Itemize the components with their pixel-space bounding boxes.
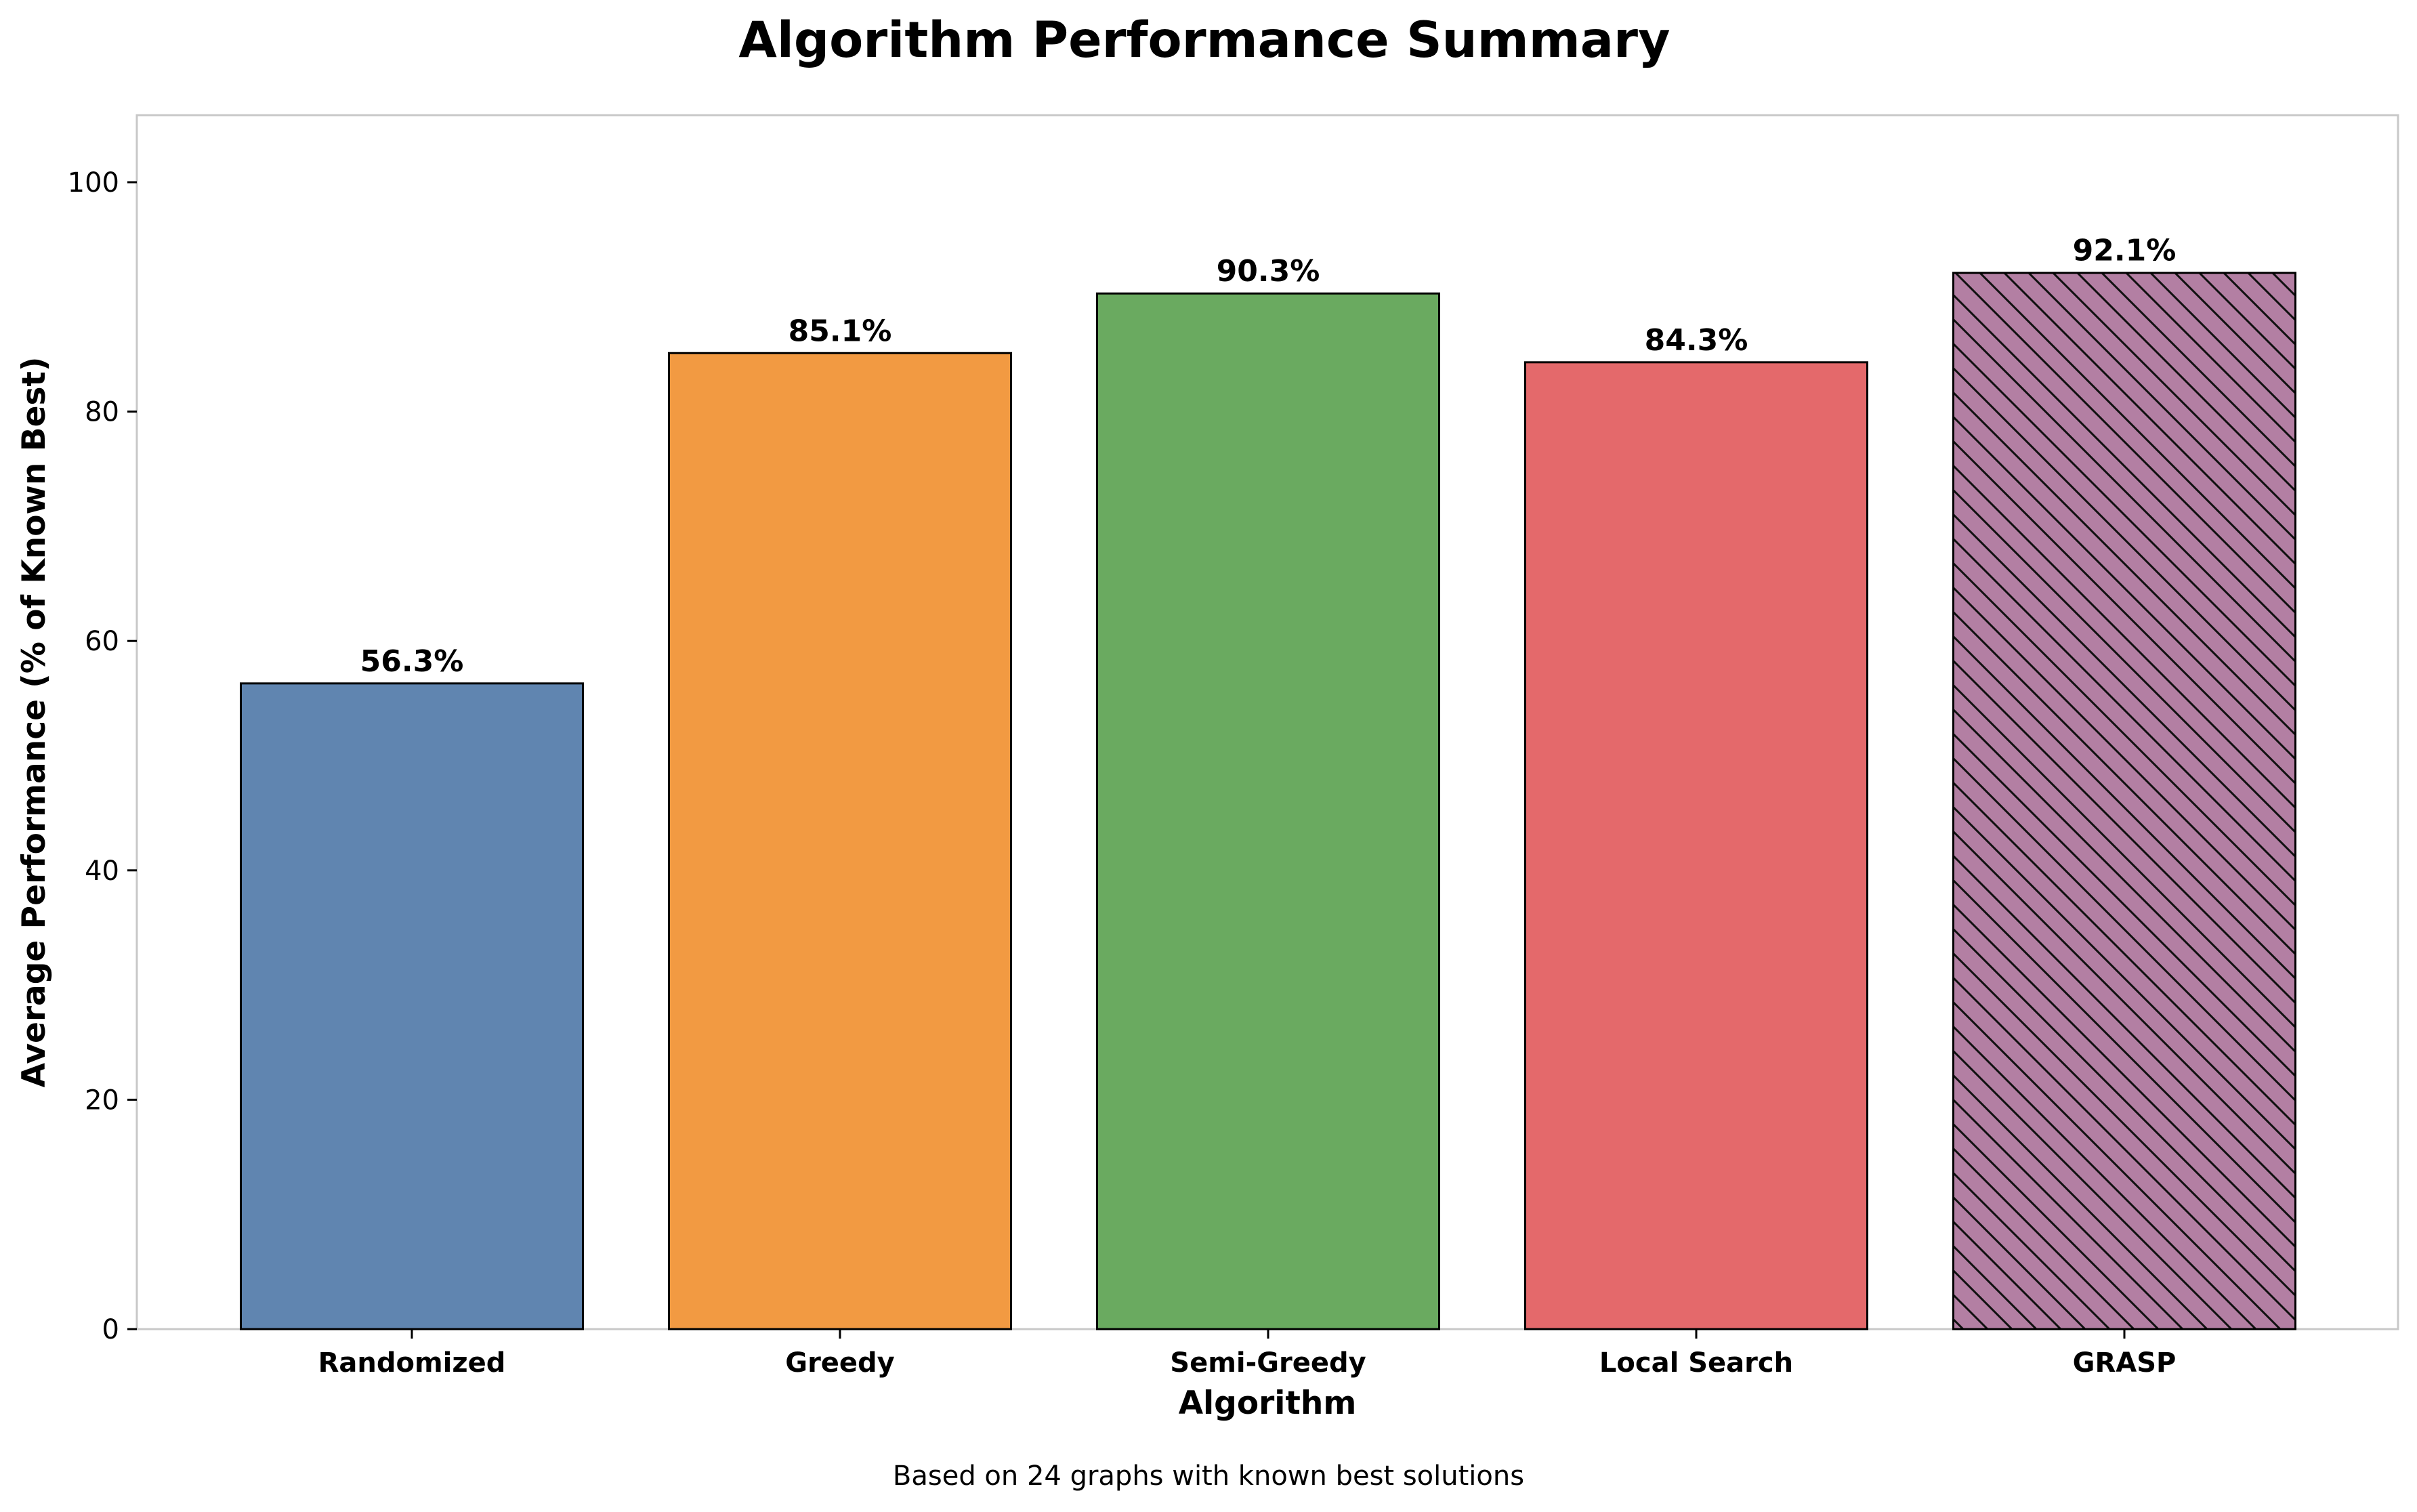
x-tick-label: GRASP xyxy=(2073,1347,2177,1379)
y-tick-label: 20 xyxy=(85,1085,119,1116)
y-tick-label: 60 xyxy=(85,626,119,657)
bar-semi-greedy xyxy=(1096,292,1440,1330)
bar-value-label: 56.3% xyxy=(360,644,464,679)
x-tick-label: Greedy xyxy=(785,1347,895,1379)
x-tick-label: Randomized xyxy=(318,1347,506,1379)
x-axis-label: Algorithm xyxy=(1179,1385,1357,1422)
x-tick-label: Semi-Greedy xyxy=(1170,1347,1366,1379)
x-axis: Randomized Greedy Semi-Greedy Local Search G… xyxy=(318,1329,2177,1379)
bar-value-label: 90.3% xyxy=(1217,254,1320,289)
y-tick-label: 100 xyxy=(68,167,119,198)
y-tick-label: 0 xyxy=(102,1314,119,1345)
chart-title: Algorithm Performance Summary xyxy=(738,12,1670,69)
y-tick-label: 80 xyxy=(85,397,119,428)
y-axis: 0 20 40 60 80 100 xyxy=(68,167,137,1345)
bar-grasp xyxy=(1952,272,2296,1330)
bar-greedy xyxy=(668,352,1012,1330)
y-tick-label: 40 xyxy=(85,856,119,887)
bar-randomized xyxy=(240,682,584,1330)
bar-local-search xyxy=(1524,361,1868,1330)
bar-value-label: 84.3% xyxy=(1645,323,1748,358)
y-axis-label: Average Performance (% of Known Best) xyxy=(16,357,53,1088)
bars xyxy=(240,272,2296,1330)
bar-value-label: 92.1% xyxy=(2073,234,2177,268)
value-labels: 56.3% 85.1% 90.3% 84.3% 92.1% xyxy=(360,234,2177,679)
bar-value-label: 85.1% xyxy=(789,314,892,348)
footnote: Based on 24 graphs with known best solut… xyxy=(893,1461,1524,1492)
x-tick-label: Local Search xyxy=(1599,1347,1793,1379)
